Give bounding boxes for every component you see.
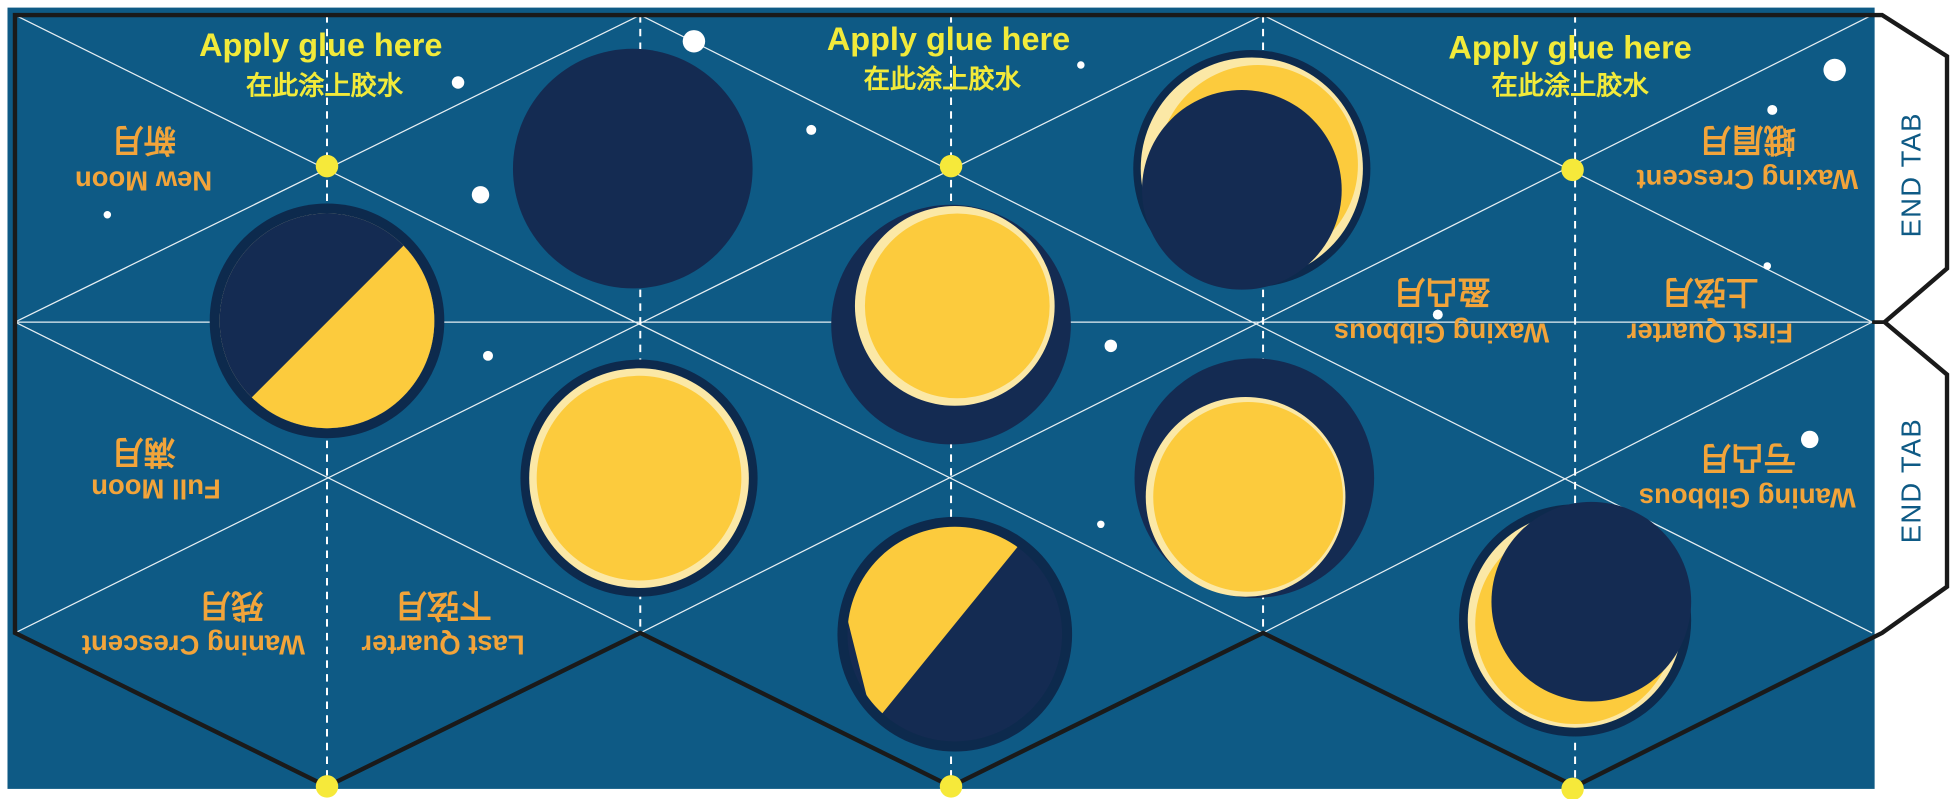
glue-label: Apply glue here [827,21,1070,57]
end-tab-label: END TAB [1896,418,1927,543]
glue-label-zh: 在此涂上胶水 [864,64,1022,94]
phase-label: Waning Gibbous [1639,482,1856,513]
phase-label-zh: 蛾眉月 [1699,122,1796,158]
stars [103,30,1846,529]
phase-label: New Moon [75,165,212,196]
glue-label-zh: 在此涂上胶水 [246,70,404,100]
end-tab-label: END TAB [1896,112,1927,237]
phase-label: Waxing Crescent [1637,164,1859,195]
phase-label-zh: 残月 [198,587,263,623]
glue-label-zh: 在此涂上胶水 [1492,70,1650,100]
phase-label: Last Quarter [361,630,524,661]
phase-label-zh: 盈凸月 [1393,274,1490,310]
phase-label-zh: 下弦月 [394,587,491,623]
phase-label-zh: 新月 [111,122,176,158]
glue-dots [315,154,1584,799]
phase-label-zh: 满月 [111,434,176,470]
phase-label: Waxing Gibbous [1334,318,1549,349]
phase-label: Full Moon [91,474,221,505]
phase-label: Waning Crescent [82,630,305,661]
cut-outline [12,12,1950,789]
glue-label: Apply glue here [1448,30,1691,66]
glue-label: Apply glue here [199,27,442,63]
phase-label-zh: 亏凸月 [1699,440,1796,476]
phase-label: First Quarter [1626,318,1793,349]
phase-label-zh: 上弦月 [1661,274,1758,310]
moons [209,48,1692,752]
